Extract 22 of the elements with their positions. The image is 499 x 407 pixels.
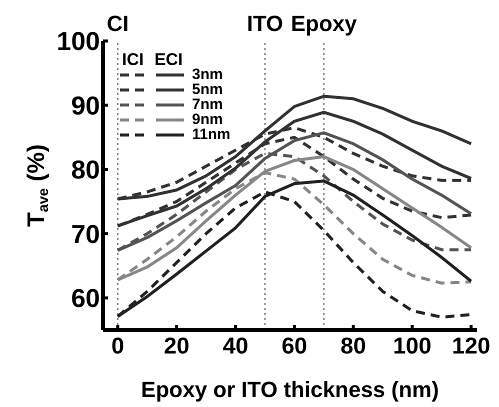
y-tick-label: 90 xyxy=(71,90,100,120)
ref-line-label: CI xyxy=(106,11,129,36)
y-tick-label: 100 xyxy=(56,26,100,56)
ref-line-label: ITO xyxy=(246,11,284,36)
legend-label: 7nm xyxy=(192,96,223,113)
x-tick-label: 60 xyxy=(282,332,308,358)
x-tick-label: 20 xyxy=(164,332,190,358)
x-axis-title: Epoxy or ITO thickness (nm) xyxy=(141,377,439,402)
ref-line-label: Epoxy xyxy=(290,11,358,36)
y-tick-label: 60 xyxy=(71,283,100,314)
x-tick-label: 100 xyxy=(393,332,432,358)
x-tick-label: 120 xyxy=(452,332,490,358)
y-tick-label: 80 xyxy=(71,154,100,185)
legend-label: 9nm xyxy=(192,111,223,128)
legend-label: 3nm xyxy=(192,66,223,83)
x-tick-label: 40 xyxy=(222,332,248,358)
x-tick-label: 0 xyxy=(111,332,124,358)
legend-label: 11nm xyxy=(192,126,230,143)
x-tick-label: 80 xyxy=(340,332,366,358)
legend-title: ICI ECI xyxy=(122,50,184,69)
legend-label: 5nm xyxy=(192,81,223,98)
y-tick-label: 70 xyxy=(71,218,100,249)
